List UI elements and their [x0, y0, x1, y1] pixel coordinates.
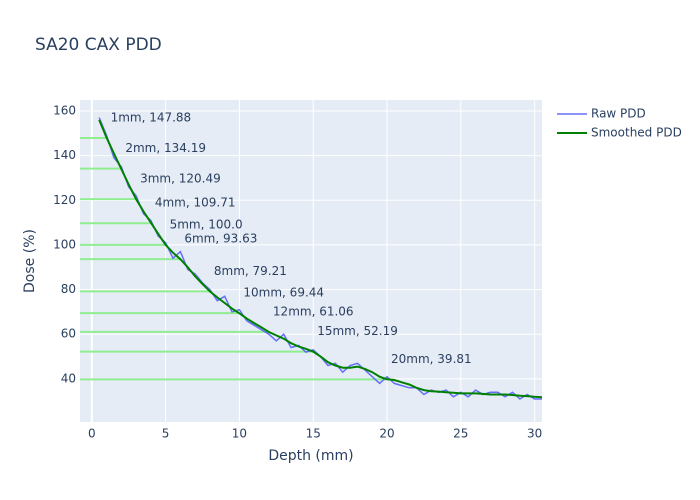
x-tick-label: 10: [232, 427, 247, 441]
y-tick-label: 100: [53, 237, 76, 251]
y-tick-label: 40: [61, 371, 76, 385]
y-tick-label: 160: [53, 103, 76, 117]
annotation: 2mm, 134.19: [125, 141, 206, 155]
annotation: 3mm, 120.49: [140, 172, 221, 186]
y-tick-label: 140: [53, 148, 76, 162]
annotation: 8mm, 79.21: [214, 264, 287, 278]
x-tick-label: 20: [379, 427, 394, 441]
y-tick-label: 120: [53, 193, 76, 207]
annotation: 6mm, 93.63: [184, 232, 257, 246]
x-tick-label: 25: [453, 427, 468, 441]
series-line: [98, 119, 543, 399]
annotation: 4mm, 109.71: [155, 196, 236, 210]
x-tick-label: 30: [527, 427, 542, 441]
chart-title: SA20 CAX PDD: [35, 35, 162, 55]
y-tick-label: 80: [61, 282, 76, 296]
y-tick-label: 60: [61, 327, 76, 341]
x-axis-title: Depth (mm): [268, 448, 353, 464]
x-tick-label: 5: [162, 427, 170, 441]
plot-background: [80, 100, 542, 422]
annotation: 20mm, 39.81: [391, 352, 472, 366]
annotation: 12mm, 61.06: [273, 304, 354, 318]
legend-label: Raw PDD: [591, 107, 646, 121]
annotation: 5mm, 100.0: [170, 217, 243, 231]
annotation: 1mm, 147.88: [111, 111, 192, 125]
legend-label: Smoothed PDD: [591, 126, 682, 140]
x-tick-label: 0: [88, 427, 96, 441]
annotation: 10mm, 69.44: [243, 286, 324, 300]
annotation: 15mm, 52.19: [317, 324, 398, 338]
y-axis-title: Dose (%): [22, 229, 38, 293]
x-tick-label: 15: [306, 427, 321, 441]
